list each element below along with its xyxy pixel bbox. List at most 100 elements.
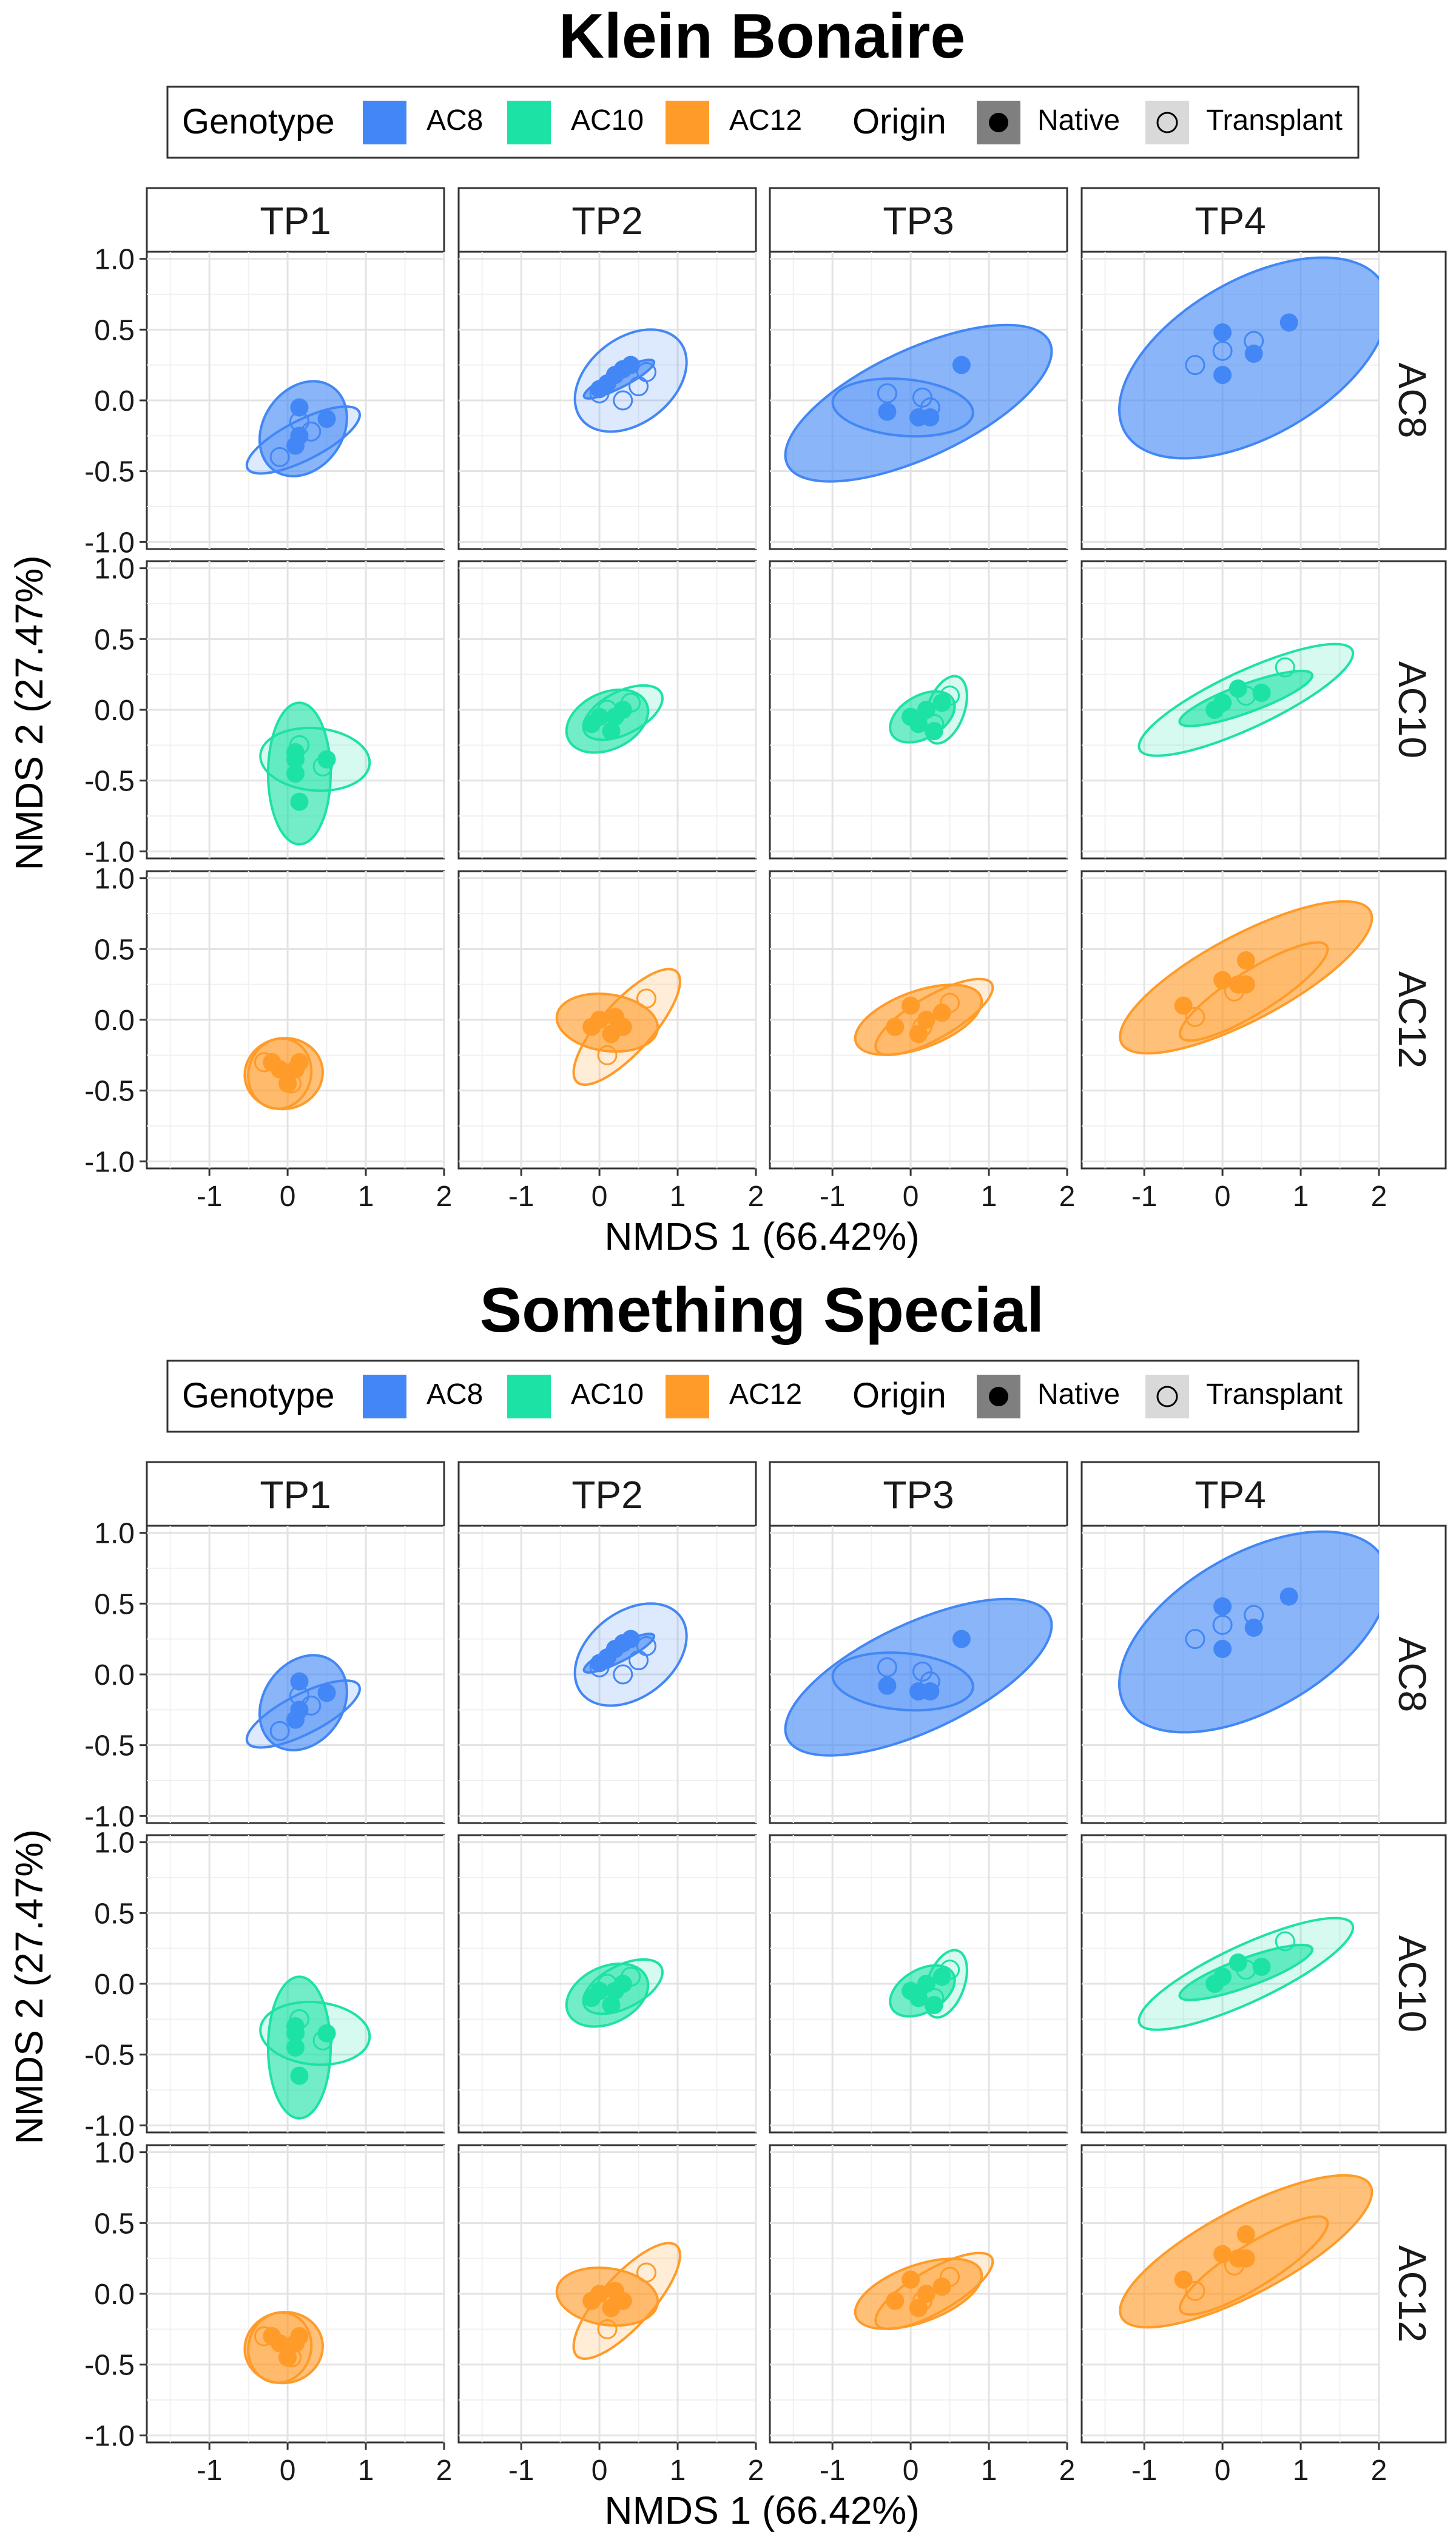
- facet-panel: [457, 251, 757, 550]
- column-strip-label: TP4: [1195, 199, 1266, 243]
- y-tick-label: 0.0: [94, 385, 135, 417]
- point-transplant: [269, 447, 290, 467]
- x-tick-label: -1: [508, 1181, 534, 1213]
- point-transplant: [621, 692, 641, 713]
- point-native: [917, 1975, 935, 1993]
- point-transplant: [940, 2267, 960, 2287]
- row-strip-label: AC10: [1390, 661, 1434, 758]
- facet-panel: -1 0 1 2: [1080, 870, 1387, 1213]
- legend-key-ac10: [507, 101, 551, 144]
- legend-key-transplant: [1145, 101, 1189, 144]
- figure-section: Something Special Genotype AC8 AC10 AC12 Orig…: [7, 1275, 1447, 2532]
- figure-section: Klein Bonaire Genotype AC8 AC10 AC12 Origin Na…: [7, 1, 1447, 1258]
- x-tick-label: 1: [670, 1181, 686, 1213]
- point-native: [1213, 1597, 1232, 1616]
- y-tick-label: 0.0: [94, 1969, 135, 2001]
- column-strip: [1080, 1461, 1380, 1527]
- point-native: [1228, 1953, 1247, 1972]
- legend-title-origin: Origin: [852, 1376, 946, 1415]
- point-transplant: [940, 1960, 960, 1980]
- point-native: [590, 380, 609, 399]
- facet-panel: [1080, 1834, 1380, 2134]
- panel-marks: [243, 1037, 324, 1111]
- panel-marks: [854, 2251, 994, 2330]
- point-native: [602, 722, 621, 740]
- point-native: [909, 715, 928, 733]
- y-tick-label: -1.0: [84, 1146, 135, 1178]
- y-tick-label: -1.0: [84, 1801, 135, 1833]
- facet-panel: -1 0 1 2: [457, 2144, 764, 2487]
- y-tick-label: -0.5: [84, 1730, 135, 1762]
- point-native: [925, 1996, 943, 2014]
- x-tick-label: 2: [1059, 1181, 1076, 1213]
- point-transplant: [613, 1664, 633, 1685]
- point-native: [932, 693, 951, 712]
- facet-panel: [1080, 1525, 1380, 1824]
- legend: Genotype AC8 AC10 AC12 Origin Native Transplan…: [166, 1360, 1360, 1433]
- point-native: [582, 1017, 601, 1036]
- x-tick-label: 1: [981, 2455, 997, 2487]
- point-transplant: [1275, 1931, 1295, 1952]
- y-tick-label: 1.0: [94, 1518, 135, 1550]
- point-native: [886, 1017, 905, 1036]
- panel-marks: [259, 1975, 371, 2120]
- column-strip-label: TP1: [260, 199, 331, 243]
- x-tick-label: 1: [1293, 1181, 1309, 1213]
- panel-marks: [1119, 900, 1373, 1055]
- column-strip: [457, 1461, 757, 1527]
- facet-panel: -1 0 1 2: [769, 870, 1076, 1213]
- x-tick-label: 0: [1215, 2455, 1231, 2487]
- point-native: [317, 1684, 336, 1702]
- point-transplant: [289, 1685, 309, 1706]
- point-native: [886, 2291, 905, 2310]
- point-transplant: [912, 2291, 932, 2311]
- point-native: [582, 1989, 601, 2007]
- point-native: [1279, 313, 1298, 332]
- legend-label-ac12: AC12: [729, 104, 802, 136]
- y-axis-title: NMDS 2 (27.47%): [7, 1829, 51, 2144]
- ellipse-transplant: [1178, 941, 1329, 1042]
- column-strip: [146, 187, 445, 253]
- point-native: [952, 356, 971, 374]
- panel-marks: [1118, 256, 1379, 460]
- facet-panel: -1 0 1 2: [769, 2144, 1075, 2487]
- point-transplant: [940, 686, 960, 706]
- x-tick-label: 0: [592, 2455, 608, 2487]
- x-tick-label: 0: [903, 2455, 919, 2487]
- column-strip: [457, 187, 757, 253]
- point-native: [286, 1710, 305, 1729]
- facet-panel: [769, 1834, 1068, 2134]
- y-tick-label: 1.0: [94, 1827, 135, 1859]
- y-tick-label: 0.0: [94, 2279, 135, 2311]
- point-transplant: [636, 1636, 656, 1656]
- facet-panel: 1.0 0.5 0.0 -0.5 -1.0 -1 0 1 2: [84, 863, 452, 1213]
- x-tick-label: -1: [1131, 2455, 1158, 2487]
- point-transplant: [1185, 355, 1205, 376]
- point-native: [1213, 2245, 1232, 2263]
- point-native: [1252, 684, 1271, 702]
- panel-marks: [1118, 1530, 1379, 1734]
- y-axis-title: NMDS 2 (27.47%): [7, 555, 51, 870]
- point-native: [878, 402, 897, 421]
- point-native: [290, 398, 309, 417]
- y-tick-label: -1.0: [84, 836, 135, 868]
- point-transplant: [589, 1657, 610, 1677]
- point-transplant: [281, 1073, 302, 1094]
- x-tick-label: 1: [1293, 2455, 1309, 2487]
- point-transplant: [636, 2262, 656, 2283]
- column-strip-label: TP4: [1195, 1473, 1266, 1517]
- point-native: [278, 2348, 297, 2367]
- point-native: [909, 1025, 928, 1043]
- point-transplant: [1185, 2280, 1205, 2301]
- y-tick-label: -0.5: [84, 2350, 135, 2382]
- point-transplant: [1236, 686, 1256, 706]
- panel-marks: [1138, 1916, 1355, 2031]
- point-transplant: [269, 1721, 290, 1741]
- point-native: [1174, 2270, 1193, 2289]
- point-transplant: [301, 421, 322, 442]
- point-native: [290, 2066, 309, 2085]
- point-native: [1236, 951, 1255, 969]
- y-tick-label: 0.5: [94, 314, 135, 346]
- facet-panel: [1080, 560, 1380, 860]
- point-transplant: [1185, 1006, 1205, 1027]
